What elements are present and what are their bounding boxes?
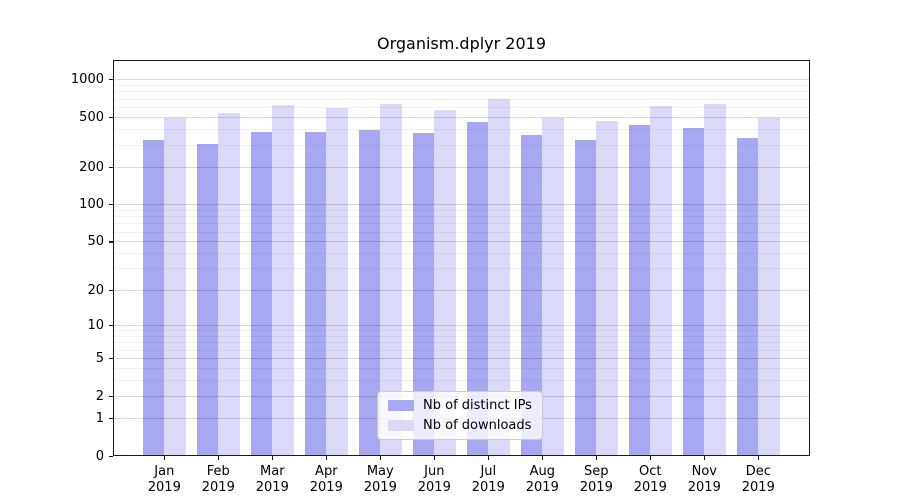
bar-downloads-oct [650,105,672,456]
bar-distinct-ips-dec [736,138,759,456]
chart-title: Organism.dplyr 2019 [376,34,547,53]
bar-downloads-apr [326,107,348,456]
x-tick-label-aug: Aug 2019 [525,464,559,495]
x-tick-apr [325,456,328,460]
x-tick-label-may: May 2019 [363,464,397,495]
x-tick-sep [595,456,598,460]
legend-label-downloads: Nb of downloads [423,418,532,433]
x-tick-label-dec: Dec 2019 [741,464,775,495]
bar-downloads-mar [272,104,294,456]
y-tick-label-500: 500 [79,109,104,125]
bar-distinct-ips-jul [466,121,489,456]
y-tick-50 [109,241,113,243]
y-tick-100 [109,204,113,206]
bar-distinct-ips-jan [142,139,165,456]
legend-item-downloads: Nb of downloads [388,418,532,433]
bar-distinct-ips-jun [412,133,435,456]
bar-downloads-jun [434,110,456,456]
x-tick-nov [703,456,706,460]
bar-distinct-ips-nov [682,127,705,456]
y-tick-20 [109,289,113,291]
x-tick-label-sep: Sep 2019 [579,464,613,495]
bar-distinct-ips-may [358,130,381,456]
x-tick-jun [433,456,436,460]
bar-distinct-ips-apr [304,131,327,456]
x-tick-label-oct: Oct 2019 [633,464,667,495]
x-tick-label-feb: Feb 2019 [201,464,235,495]
y-tick-label-5: 5 [95,350,104,366]
x-tick-jul [487,456,490,460]
x-tick-label-jul: Jul 2019 [471,464,505,495]
bar-downloads-dec [758,117,780,456]
y-tick-label-20: 20 [87,282,104,298]
x-tick-aug [541,456,544,460]
plot-area [113,60,810,456]
y-tick-label-50: 50 [87,234,104,250]
bar-distinct-ips-mar [250,132,273,456]
bar-distinct-ips-aug [520,135,543,456]
bar-downloads-jul [488,98,510,456]
y-tick-label-100: 100 [79,197,104,213]
bar-downloads-jan [164,118,186,456]
legend: Nb of distinct IPs Nb of downloads [377,391,543,440]
y-tick-label-2: 2 [95,388,104,404]
legend-swatch-distinct-ips [388,400,414,411]
y-tick-1000 [109,79,113,81]
legend-item-distinct-ips: Nb of distinct IPs [388,398,532,413]
x-tick-label-nov: Nov 2019 [687,464,721,495]
y-tick-label-1: 1 [95,410,104,426]
y-tick-5 [109,357,113,360]
x-tick-label-jun: Jun 2019 [417,464,451,495]
y-tick-label-1000: 1000 [70,72,104,88]
x-tick-label-mar: Mar 2019 [255,464,289,495]
y-tick-10 [109,324,113,327]
x-tick-jan [163,456,166,460]
bar-downloads-sep [596,121,618,456]
y-tick-1 [109,417,113,419]
bar-distinct-ips-sep [574,139,597,456]
bar-distinct-ips-feb [196,144,219,456]
y-tick-500 [109,116,113,119]
bar-downloads-aug [542,117,564,456]
legend-swatch-downloads [388,420,414,431]
bars-layer [113,60,810,456]
y-tick-0 [109,455,113,457]
y-tick-2 [109,395,113,397]
x-tick-may [379,456,382,460]
x-tick-mar [271,456,274,460]
y-tick-label-10: 10 [87,317,104,333]
x-tick-dec [757,456,760,460]
bar-distinct-ips-oct [628,124,651,456]
bar-downloads-may [380,103,402,456]
legend-label-distinct-ips: Nb of distinct IPs [423,398,532,413]
x-tick-label-apr: Apr 2019 [309,464,343,495]
y-tick-200 [109,166,113,168]
bar-downloads-feb [218,112,240,456]
bar-downloads-nov [704,103,726,456]
y-tick-label-0: 0 [95,448,104,464]
x-tick-oct [649,456,652,460]
y-tick-label-200: 200 [79,159,104,175]
x-tick-feb [217,456,220,460]
x-tick-label-jan: Jan 2019 [147,464,181,495]
